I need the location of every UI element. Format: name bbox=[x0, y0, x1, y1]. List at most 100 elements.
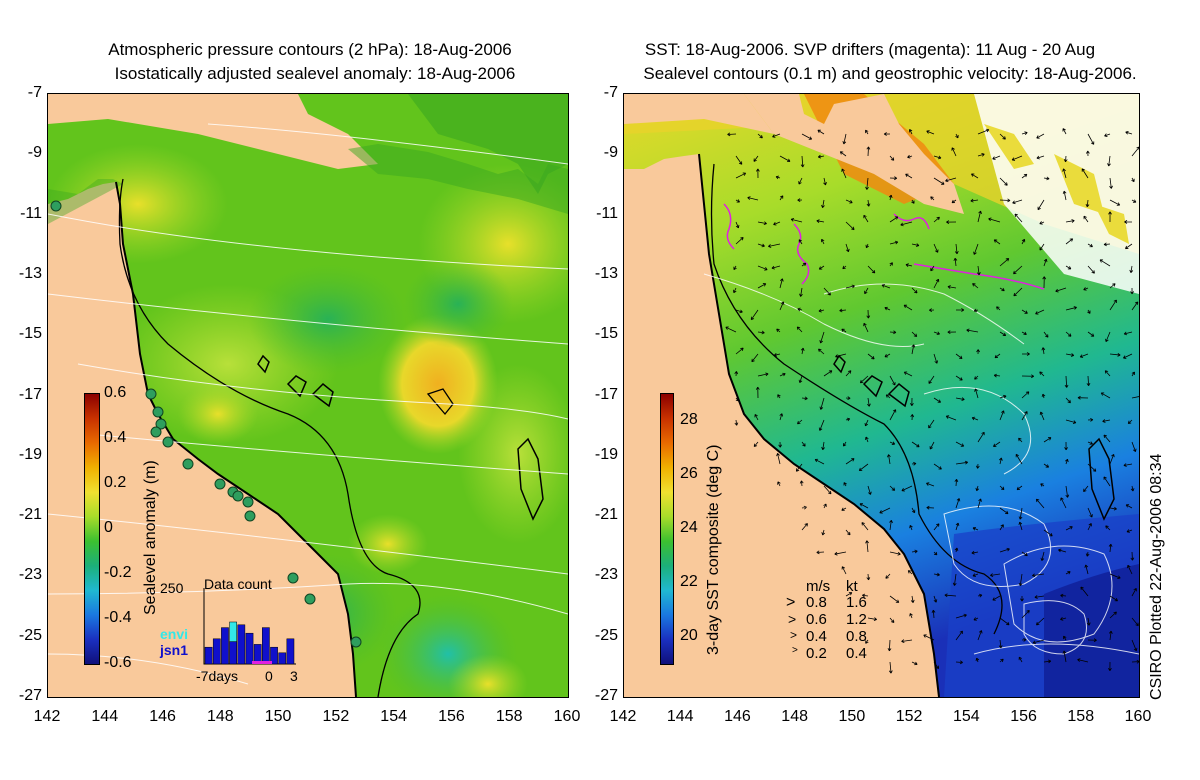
velocity-arrow bbox=[734, 419, 739, 426]
velocity-arrow bbox=[1108, 630, 1113, 641]
velocity-arrow bbox=[1021, 331, 1027, 336]
left-colorbar-tick: 0.2 bbox=[104, 474, 127, 491]
velocity-arrow bbox=[814, 458, 825, 465]
velocity-arrow bbox=[955, 522, 960, 531]
velocity-arrow bbox=[1126, 529, 1133, 533]
velocity-arrow bbox=[845, 529, 851, 536]
velocity-arrow bbox=[900, 221, 913, 227]
velocity-arrow bbox=[999, 547, 1010, 553]
velocity-arrow bbox=[999, 258, 1010, 267]
right-y-tick: -19 bbox=[594, 445, 618, 463]
velocity-arrow bbox=[845, 458, 855, 465]
velocity-arrow bbox=[889, 262, 893, 267]
velocity-arrow bbox=[1021, 352, 1030, 356]
velocity-arrow bbox=[1063, 635, 1067, 641]
velocity-arrow bbox=[1109, 177, 1113, 189]
velocity-arrow bbox=[757, 265, 768, 271]
velocity-arrow bbox=[1041, 393, 1046, 399]
velocity-arrow bbox=[1065, 306, 1077, 311]
velocity-arrow bbox=[1130, 485, 1135, 492]
inset-bar-jsn1 bbox=[229, 641, 237, 665]
left-x-tick: 154 bbox=[380, 708, 407, 725]
velocity-arrow bbox=[889, 240, 899, 245]
velocity-legend-ms: 0.4 bbox=[806, 628, 827, 645]
velocity-arrow bbox=[884, 306, 891, 311]
left-colorbar-tick: 0.4 bbox=[104, 429, 127, 446]
velocity-arrow bbox=[945, 177, 957, 183]
velocity-arrow bbox=[1127, 419, 1133, 424]
velocity-arrow bbox=[823, 485, 832, 495]
velocity-arrow bbox=[842, 265, 847, 270]
velocity-arrow bbox=[911, 344, 916, 355]
velocity-arrow bbox=[799, 480, 804, 487]
left-y-tick: -23 bbox=[18, 566, 42, 584]
velocity-arrow bbox=[944, 593, 957, 598]
velocity-arrow bbox=[930, 196, 935, 201]
velocity-arrow bbox=[977, 128, 990, 135]
velocity-arrow bbox=[1021, 391, 1030, 399]
velocity-arrow bbox=[1014, 213, 1023, 223]
velocity-arrow bbox=[933, 331, 940, 336]
right-y-tick: -15 bbox=[594, 325, 618, 343]
velocity-arrow bbox=[835, 353, 847, 358]
velocity-arrow bbox=[1131, 587, 1137, 597]
velocity-arrow bbox=[1123, 331, 1133, 336]
velocity-arrow bbox=[907, 154, 913, 159]
velocity-arrow bbox=[955, 498, 961, 509]
velocity-arrow bbox=[1018, 507, 1023, 520]
velocity-arrow bbox=[779, 155, 791, 162]
left-x-tick: 152 bbox=[322, 708, 350, 725]
inset-bar-jsn1 bbox=[204, 646, 213, 665]
velocity-arrow bbox=[974, 388, 979, 399]
velocity-arrow bbox=[1108, 661, 1112, 671]
right-colorbar-tick: 26 bbox=[680, 465, 698, 482]
left-title-line2: Isostatically adjusted sealevel anomaly:… bbox=[114, 64, 516, 83]
velocity-arrow bbox=[817, 154, 825, 159]
velocity-arrow bbox=[735, 309, 743, 314]
velocity-arrow bbox=[928, 375, 935, 384]
velocity-arrow bbox=[1084, 564, 1089, 575]
left-x-tick: 158 bbox=[495, 708, 523, 725]
velocity-arrow bbox=[903, 304, 913, 311]
right-title-line2: Sealevel contours (0.1 m) and geostrophi… bbox=[643, 64, 1137, 83]
inset-legend-envi: envi bbox=[160, 626, 189, 642]
velocity-arrow bbox=[1083, 215, 1089, 223]
inset-window-marker bbox=[252, 661, 272, 664]
velocity-arrow bbox=[933, 523, 940, 531]
velocity-arrow bbox=[1015, 453, 1023, 465]
velocity-arrow bbox=[866, 573, 871, 581]
velocity-arrow bbox=[975, 463, 980, 469]
velocity-arrow bbox=[863, 322, 869, 333]
velocity-arrow bbox=[955, 308, 965, 312]
velocity-arrow bbox=[971, 173, 979, 179]
velocity-arrow bbox=[1130, 551, 1135, 561]
velocity-legend-ms-header: m/s bbox=[806, 578, 831, 595]
velocity-arrow bbox=[725, 326, 737, 333]
velocity-arrow bbox=[779, 278, 784, 289]
right-map-sst bbox=[623, 93, 1140, 698]
velocity-arrow bbox=[867, 617, 877, 621]
velocity-arrow bbox=[1131, 199, 1137, 203]
velocity-arrow bbox=[735, 397, 740, 402]
velocity-arrow bbox=[779, 195, 784, 201]
velocity-arrow bbox=[1080, 586, 1089, 597]
velocity-arrow bbox=[1123, 463, 1133, 467]
velocity-arrow bbox=[933, 216, 940, 223]
velocity-arrow bbox=[1103, 476, 1111, 487]
velocity-arrow bbox=[999, 133, 1006, 140]
velocity-arrow bbox=[867, 397, 871, 407]
velocity-arrow bbox=[1124, 220, 1133, 224]
velocity-arrow bbox=[1087, 441, 1093, 445]
velocity-arrow bbox=[797, 419, 803, 425]
left-map-graphic bbox=[48, 94, 568, 697]
inset-bar-jsn1 bbox=[270, 646, 278, 665]
velocity-arrow bbox=[977, 153, 985, 157]
velocity-arrow bbox=[845, 592, 853, 597]
velocity-arrow bbox=[1085, 150, 1090, 157]
velocity-arrow bbox=[771, 265, 781, 270]
velocity-arrow bbox=[1055, 287, 1067, 293]
velocity-arrow bbox=[1037, 199, 1045, 211]
right-x-tick: 160 bbox=[1124, 708, 1152, 725]
velocity-arrow bbox=[757, 133, 763, 139]
velocity-arrow bbox=[819, 397, 825, 410]
